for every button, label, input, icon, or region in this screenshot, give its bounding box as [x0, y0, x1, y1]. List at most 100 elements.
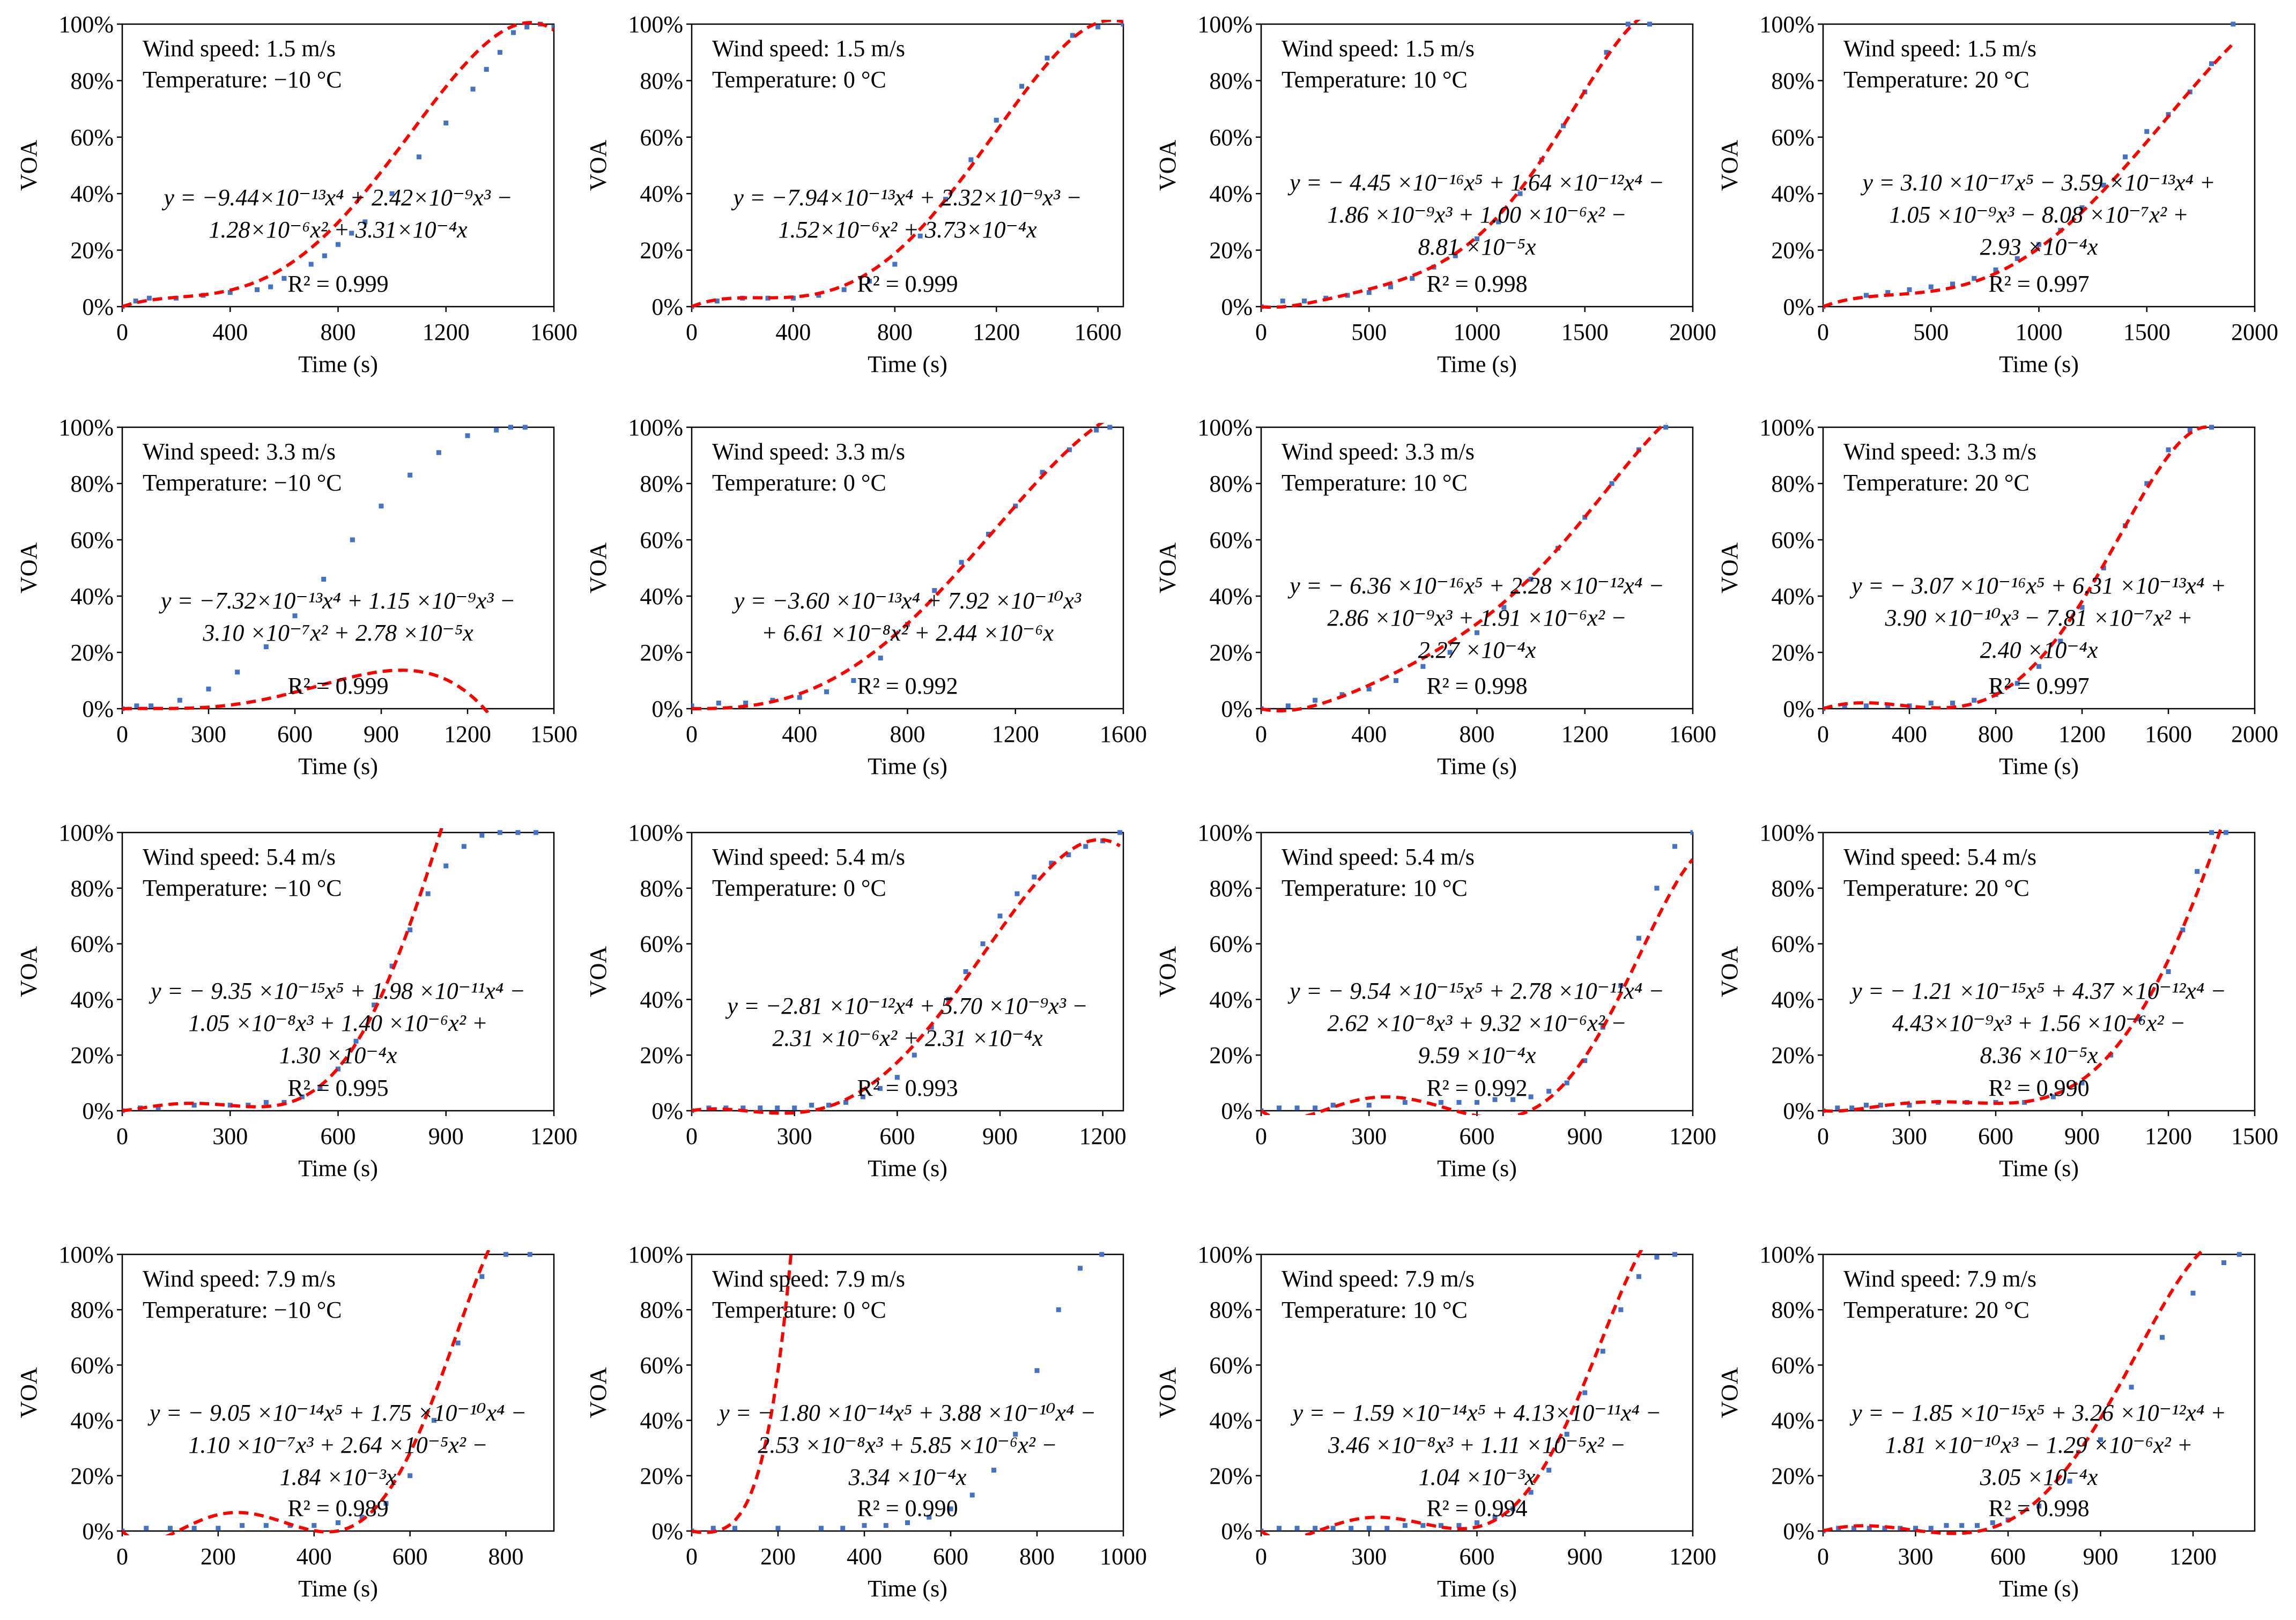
data-point: [389, 963, 395, 969]
x-tick-label: 900: [2083, 1543, 2119, 1570]
data-point: [299, 1094, 305, 1099]
data-point: [431, 1418, 436, 1423]
temperature-label: Temperature: 0 °C: [712, 66, 886, 93]
x-tick-label: 300: [212, 1123, 248, 1149]
data-point: [1099, 1252, 1105, 1257]
y-tick-label: 80%: [1771, 471, 1814, 497]
x-tick-label: 1000: [2016, 319, 2063, 345]
data-point: [1564, 1431, 1569, 1437]
r-squared-label: R² = 0.998: [1988, 1495, 2089, 1521]
fit-curve: [1823, 42, 2234, 308]
chart-panel-14: 0% 20% 40% 60% 80% 100% 0 200 400 600 800 1000 Time …: [585, 1242, 1147, 1602]
y-tick-label: 80%: [70, 875, 114, 902]
data-point: [1907, 1103, 1912, 1108]
data-point: [1510, 1506, 1516, 1512]
data-point: [1528, 1490, 1534, 1495]
data-point: [312, 1523, 317, 1528]
data-point: [1083, 844, 1088, 849]
fit-curve: [1261, 423, 1667, 712]
temperature-label: Temperature: 20 °C: [1843, 1297, 2030, 1323]
data-point: [497, 830, 502, 835]
data-point: [1849, 1105, 1855, 1111]
y-tick-label: 60%: [70, 124, 114, 151]
data-point: [1402, 1099, 1408, 1105]
y-axis-label: VOA: [16, 543, 42, 594]
data-point: [1438, 1099, 1443, 1105]
x-tick-label: 900: [1567, 1543, 1603, 1570]
data-point: [843, 1099, 848, 1105]
x-tick-label: 900: [428, 1123, 464, 1149]
x-tick-label: 1600: [2145, 721, 2192, 747]
data-point: [1604, 50, 1609, 55]
y-tick-label: 80%: [640, 875, 683, 902]
data-point: [968, 157, 974, 162]
data-point: [1117, 830, 1123, 835]
data-point: [1078, 1266, 1083, 1271]
x-tick-label: 400: [1351, 721, 1387, 747]
x-tick-label: 1200: [1669, 1543, 1716, 1570]
fit-equation-line: y = − 1.59 ×10⁻¹⁴x⁵ + 4.13×10⁻¹¹x⁴ −: [1291, 1400, 1662, 1426]
data-point: [1094, 427, 1099, 433]
wind-speed-label: Wind speed: 7.9 m/s: [1843, 1266, 2036, 1292]
fit-equation-line: 1.05 ×10⁻⁹x³ − 8.08 ×10⁻⁷x² +: [1889, 202, 2188, 228]
data-point: [1366, 686, 1372, 692]
data-point: [775, 1526, 781, 1531]
fit-equation-line: y = − 9.05 ×10⁻¹⁴x⁵ + 1.75 ×10⁻¹⁰x⁴ −: [147, 1400, 527, 1426]
r-squared-label: R² = 0.990: [1988, 1075, 2089, 1101]
data-point: [1582, 1390, 1588, 1395]
y-tick-label: 100%: [1759, 1242, 1814, 1268]
data-point: [362, 219, 368, 225]
r-squared-label: R² = 0.992: [857, 673, 958, 699]
chart-panel-3: 0% 20% 40% 60% 80% 100% 0 500 1000 1500 2000 Time (…: [1154, 11, 1716, 377]
y-axis-label: VOA: [16, 140, 42, 191]
data-point: [465, 433, 470, 439]
fit-equation-line: 2.40 ×10⁻⁴x: [1980, 637, 2098, 663]
data-point: [425, 891, 431, 896]
y-tick-label: 40%: [70, 1408, 114, 1434]
data-point: [282, 276, 287, 281]
chart-panel-9: 0% 20% 40% 60% 80% 100% 0 300 600 900 1200 Time (s)…: [16, 820, 577, 1181]
y-tick-label: 0%: [1783, 696, 1814, 722]
chart-panel-4: 0% 20% 40% 60% 80% 100% 0 500 1000 1500 2000 Time (…: [1716, 11, 2278, 377]
x-tick-label: 1600: [1100, 721, 1147, 747]
y-tick-label: 40%: [1209, 583, 1253, 610]
data-point: [1564, 1080, 1569, 1086]
data-point: [1928, 701, 1934, 705]
y-tick-label: 20%: [1209, 1042, 1253, 1068]
plot-frame: [691, 23, 1124, 308]
plot-area: [122, 425, 528, 713]
fit-equation-line: y = −3.60 ×10⁻¹³x⁴ + 7.92 ×10⁻¹⁰x³: [732, 588, 1082, 614]
data-point: [1040, 470, 1045, 475]
data-point: [732, 1526, 737, 1531]
x-tick-label: 1200: [423, 319, 470, 345]
data-point: [948, 1506, 953, 1512]
fit-equation-line: y = −9.44×10⁻¹³x⁴ + 2.42×10⁻⁹x³ −: [161, 184, 512, 211]
chart-panel-8: 0% 20% 40% 60% 80% 100% 0 400 800 1200 1600 2000 Tim…: [1716, 414, 2278, 779]
data-point: [1095, 24, 1101, 29]
data-point: [2022, 1099, 2027, 1105]
wind-speed-label: Wind speed: 1.5 m/s: [1282, 35, 1475, 62]
data-point: [2144, 481, 2150, 486]
x-tick-label: 1500: [530, 721, 577, 747]
data-point: [792, 1105, 797, 1111]
data-point: [1013, 503, 1018, 509]
y-tick-label: 0%: [651, 294, 683, 320]
data-point: [969, 1492, 975, 1498]
data-point: [2236, 1252, 2242, 1257]
y-tick-label: 60%: [1209, 124, 1253, 151]
plot-frame: [1822, 831, 2256, 1112]
y-tick-label: 80%: [1771, 875, 1814, 902]
data-point: [758, 1105, 763, 1111]
data-point: [2209, 830, 2214, 835]
plot-frame: [121, 426, 555, 710]
y-tick-label: 0%: [1783, 1518, 1814, 1544]
y-tick-label: 60%: [1209, 527, 1253, 553]
x-tick-label: 1600: [1669, 721, 1716, 747]
data-point: [819, 1526, 824, 1531]
data-point: [1625, 21, 1631, 27]
data-point: [1975, 1523, 1980, 1528]
y-axis-label: VOA: [1154, 946, 1181, 998]
y-tick-label: 0%: [1221, 696, 1253, 722]
r-squared-label: R² = 0.995: [287, 1075, 388, 1101]
data-point: [2231, 21, 2236, 27]
